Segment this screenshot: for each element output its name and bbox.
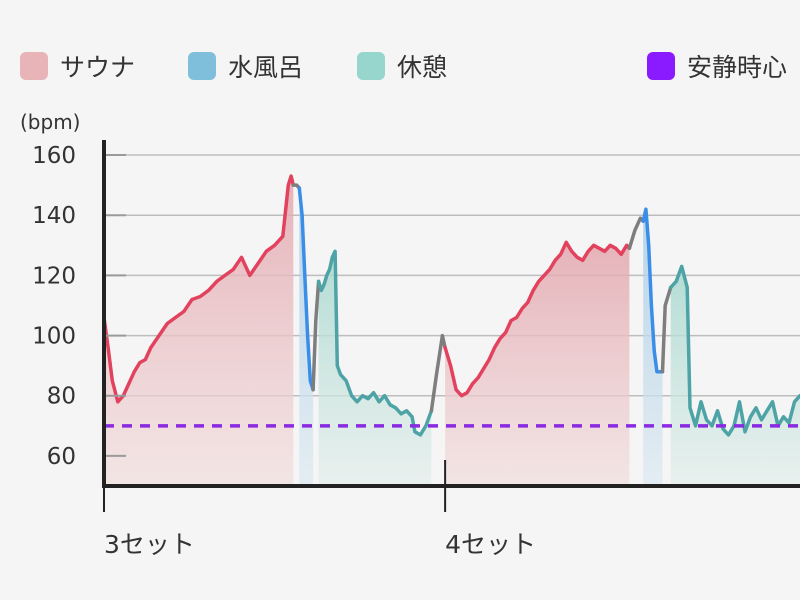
- x-category-label-1: 4セット: [445, 530, 536, 559]
- line-cold-bath-2: [297, 186, 315, 392]
- legend-label-resting-hr: 安静時心: [687, 53, 788, 82]
- y-axis-unit-label: (bpm): [20, 110, 81, 134]
- chart-legend: サウナ 水風呂 休憩 安静時心: [0, 48, 800, 86]
- legend-swatch-rest: [357, 52, 385, 80]
- line-layer: [102, 174, 800, 437]
- legend-item-sauna[interactable]: サウナ: [20, 48, 135, 84]
- fill-layer: [104, 176, 800, 486]
- label-layer: 60 80 100 120 140 160 3セット 4セット: [32, 143, 536, 559]
- legend-swatch-resting-hr: [647, 52, 675, 80]
- legend-item-cold-bath[interactable]: 水風呂: [188, 48, 303, 84]
- line-sauna-6: [443, 240, 632, 398]
- line-transition-3: [311, 279, 321, 392]
- legend-item-resting-hr[interactable]: 安静時心: [647, 48, 787, 84]
- line-cold-bath-8: [641, 207, 665, 374]
- legend-label-rest: 休憩: [397, 53, 448, 82]
- y-tick-label-120: 120: [32, 263, 76, 289]
- legend-item-rest[interactable]: 休憩: [357, 48, 447, 84]
- legend-label-cold-bath: 水風呂: [228, 53, 304, 82]
- area-rest-10: [670, 266, 800, 486]
- y-tick-label-60: 60: [47, 444, 76, 470]
- y-tick-label-160: 160: [32, 143, 76, 169]
- area-sauna-0: [104, 176, 294, 486]
- x-category-label-0: 3セット: [104, 530, 195, 559]
- axis-layer: [102, 140, 800, 512]
- y-tick-label-100: 100: [32, 324, 76, 350]
- legend-swatch-cold-bath: [188, 52, 216, 80]
- legend-label-sauna: サウナ: [60, 53, 136, 82]
- line-sauna-0: [102, 174, 296, 404]
- line-transition-5: [429, 333, 447, 413]
- line-rest-4: [316, 249, 434, 437]
- line-transition-7: [627, 216, 645, 251]
- legend-swatch-sauna: [20, 52, 48, 80]
- area-sauna-6: [445, 242, 630, 486]
- line-rest-10: [668, 264, 800, 437]
- y-tick-label-80: 80: [47, 384, 76, 410]
- y-tick-label-140: 140: [32, 203, 76, 229]
- line-transition-9: [660, 285, 673, 374]
